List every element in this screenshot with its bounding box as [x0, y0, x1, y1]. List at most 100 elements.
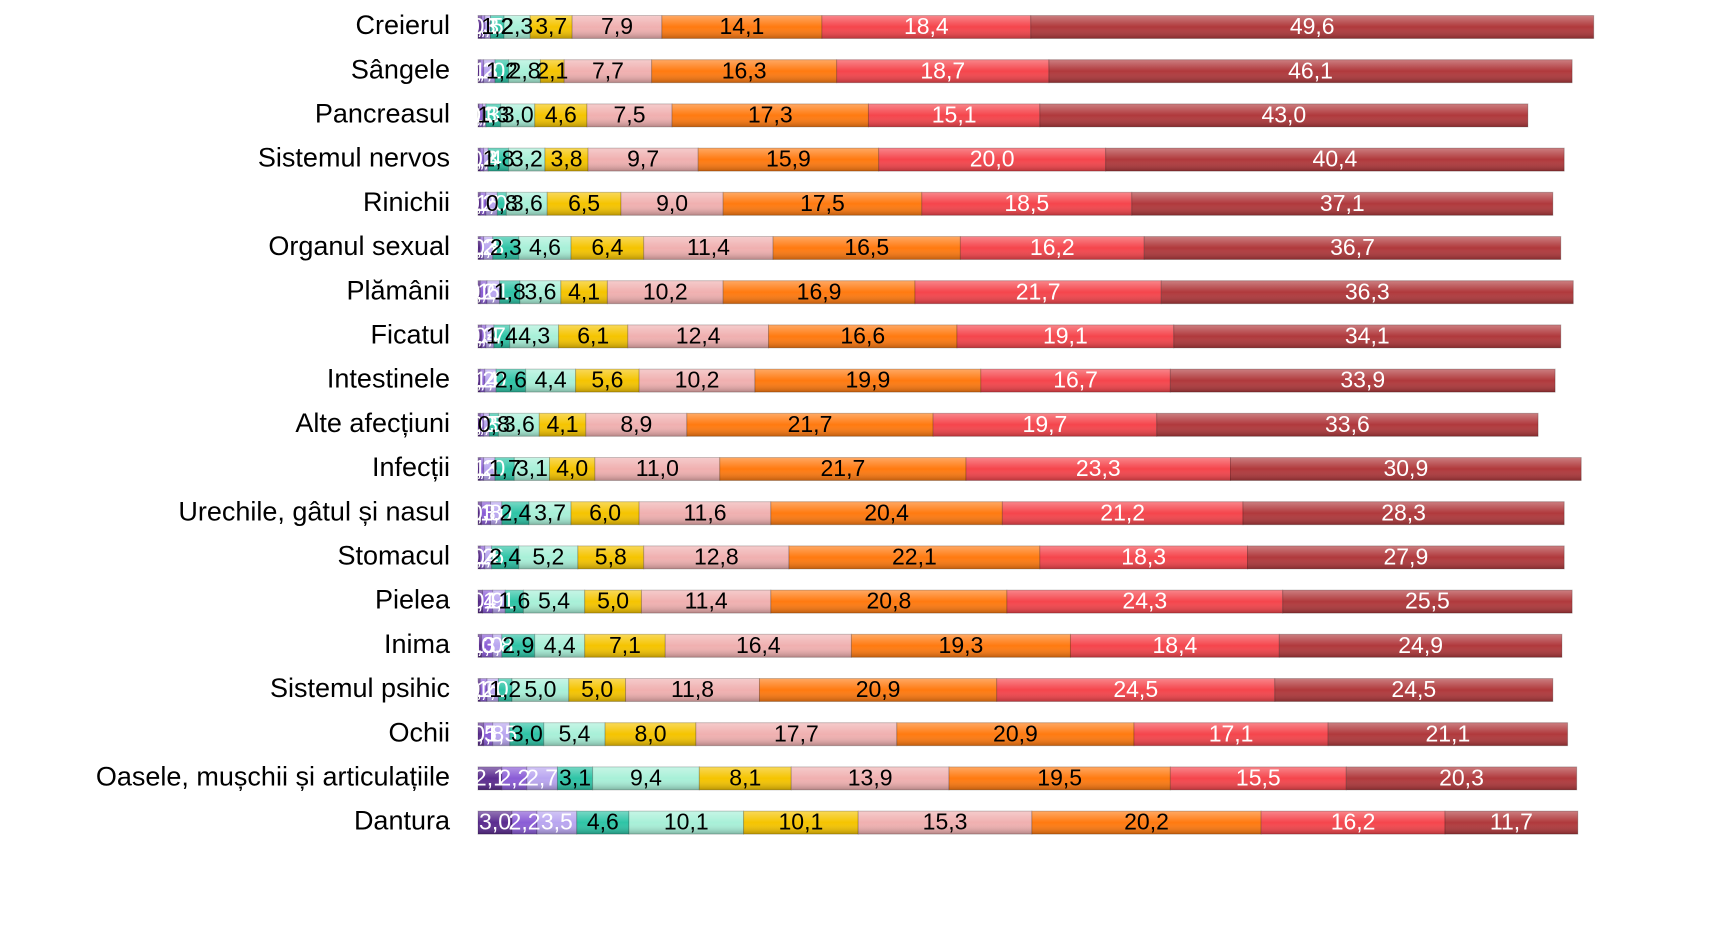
value-label: 0,3 [464, 322, 496, 348]
value-label: 1,8 [482, 146, 514, 172]
value-label: 21,7 [788, 411, 833, 437]
value-label: 2,8 [509, 57, 541, 83]
value-label: 18,3 [1121, 543, 1166, 569]
value-label: 18,4 [904, 13, 949, 39]
value-label: 20,3 [1439, 764, 1484, 790]
value-label: 5,8 [595, 543, 627, 569]
value-label: 9,7 [627, 146, 659, 172]
value-label: 2,6 [495, 367, 527, 393]
category-label: Ficatul [370, 320, 450, 350]
value-label: 9,0 [656, 190, 688, 216]
bar-bevel [483, 236, 494, 260]
value-label: 4,0 [556, 455, 588, 481]
value-label: 18,7 [920, 57, 965, 83]
value-label: 20,9 [993, 720, 1038, 746]
value-label: 36,3 [1345, 278, 1390, 304]
value-label: 13,9 [848, 764, 893, 790]
category-label: Intestinele [327, 364, 450, 394]
category-label: Ochii [388, 717, 450, 747]
value-label: 28,3 [1381, 499, 1426, 525]
value-label: 0,3 [464, 499, 496, 525]
bar-bevel [1143, 236, 1562, 260]
value-label: 14,1 [720, 13, 765, 39]
bar-bevel [1160, 280, 1574, 305]
value-label: 11,7 [1490, 809, 1533, 835]
value-label: 19,9 [845, 367, 890, 393]
bar-bevel [1345, 766, 1578, 791]
value-label: 7,7 [592, 57, 624, 83]
value-label: 11,0 [636, 455, 679, 481]
value-label: 1,0 [477, 676, 509, 702]
value-label: 0,2 [463, 146, 495, 172]
value-label: 2,3 [490, 234, 522, 260]
value-label: 7,5 [614, 101, 646, 127]
value-label: 17,5 [800, 190, 845, 216]
bar-bevel [508, 147, 546, 172]
value-label: 24,3 [1122, 588, 1167, 614]
value-label: 0,1 [463, 101, 495, 127]
value-label: 1,0 [474, 367, 506, 393]
value-label: 3,0 [479, 809, 511, 835]
value-label: 3,2 [511, 146, 543, 172]
bar-bevel [587, 147, 699, 172]
value-label: 8,1 [729, 764, 761, 790]
value-label: 9,4 [630, 764, 662, 790]
value-label: 0,8 [481, 632, 513, 658]
value-label: 16,7 [1053, 367, 1098, 393]
bar-bevel [1274, 678, 1554, 702]
category-label: Organul sexual [268, 231, 450, 261]
bar-bevel [479, 191, 487, 216]
value-label: 0,3 [466, 234, 498, 260]
bar-bevel [1242, 501, 1565, 526]
value-label: 5,0 [597, 588, 629, 614]
value-label: 16,4 [736, 632, 781, 658]
value-label: 19,1 [1043, 322, 1088, 348]
value-label: 0,3 [466, 455, 498, 481]
value-label: 10,1 [779, 809, 824, 835]
category-label: Plămânii [346, 275, 450, 305]
value-label: 0,3 [464, 13, 496, 39]
value-label: 11,8 [671, 676, 714, 702]
value-label: 0,3 [468, 101, 500, 127]
value-label: 20,4 [864, 499, 909, 525]
value-label: 3,8 [551, 146, 583, 172]
value-label: 49,6 [1290, 13, 1335, 39]
value-label: 0,3 [467, 13, 499, 39]
value-label: 15,3 [923, 809, 968, 835]
bar-bevel [483, 412, 490, 437]
value-label: 17,1 [1209, 720, 1254, 746]
bar-bevel [1282, 589, 1573, 614]
value-label: 1,4 [486, 322, 518, 348]
bar-bevel [1048, 59, 1573, 84]
value-label: 16,9 [797, 278, 842, 304]
value-label: 8,9 [620, 411, 652, 437]
value-label: 2,4 [499, 499, 531, 525]
value-label: 15,5 [1236, 764, 1281, 790]
value-label: 30,9 [1383, 455, 1428, 481]
value-label: 0,2 [463, 543, 495, 569]
value-label: 3,1 [559, 764, 591, 790]
value-label: 0,6 [472, 543, 504, 569]
value-label: 1,8 [494, 278, 526, 304]
value-label: 1,0 [480, 499, 512, 525]
value-label: 37,1 [1320, 190, 1365, 216]
value-label: 1,6 [498, 588, 530, 614]
value-label: 20,2 [1124, 809, 1169, 835]
category-label: Dantura [354, 806, 451, 836]
value-label: 19,7 [1023, 411, 1068, 437]
value-label: 4,4 [544, 632, 576, 658]
bar-bevel [1230, 457, 1582, 481]
value-label: 6,0 [589, 499, 621, 525]
category-label: Creierul [355, 10, 450, 40]
value-label: 10,2 [643, 278, 688, 304]
bar-bevel [486, 280, 501, 305]
value-label: 0,5 [472, 13, 504, 39]
value-label: 16,6 [840, 322, 885, 348]
value-label: 0,8 [486, 190, 518, 216]
value-label: 1,7 [489, 455, 521, 481]
value-label: 20,9 [856, 676, 901, 702]
value-label: 12,4 [676, 322, 721, 348]
bar-bevel [1444, 810, 1579, 835]
value-label: 1,1 [477, 278, 509, 304]
